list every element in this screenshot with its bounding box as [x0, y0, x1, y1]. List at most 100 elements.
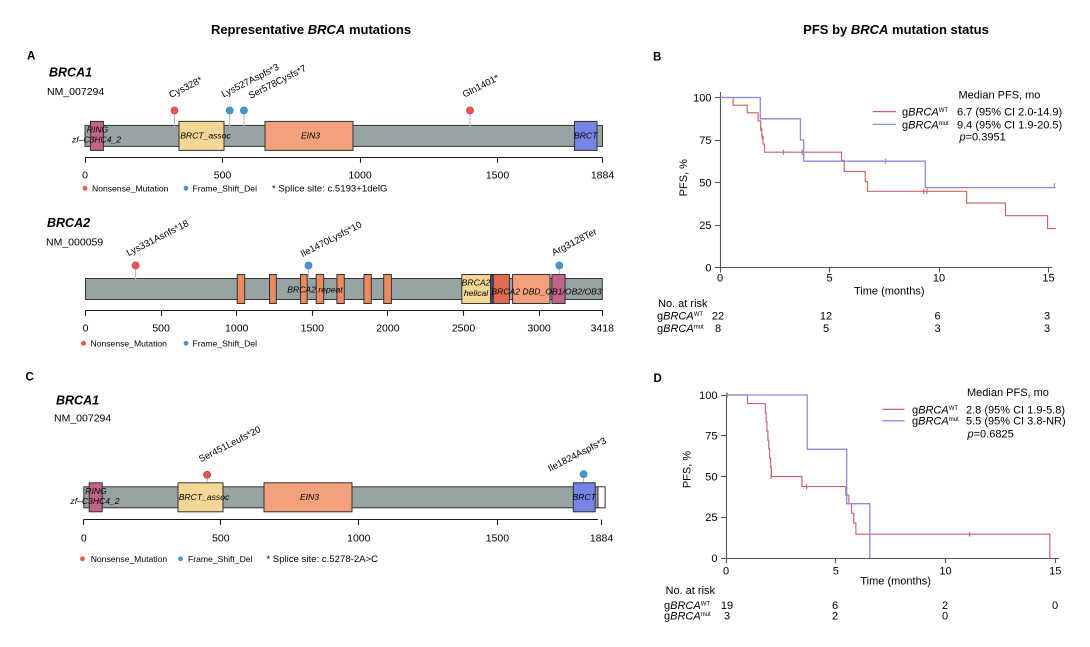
svg-text:5: 5 — [823, 323, 829, 335]
svg-text:3: 3 — [934, 323, 940, 335]
svg-text:Frame_Shift_Del: Frame_Shift_Del — [188, 554, 253, 564]
svg-text:RING: RING — [85, 486, 107, 496]
svg-text:Nonsense_Mutation: Nonsense_Mutation — [92, 183, 169, 193]
svg-text:A: A — [27, 51, 35, 63]
svg-text:0: 0 — [711, 553, 717, 565]
svg-text:Nonsense_Mutation: Nonsense_Mutation — [91, 554, 168, 564]
svg-text:gBRCAWT: gBRCAWT — [664, 600, 710, 612]
svg-text:gBRCAmut: gBRCAmut — [902, 119, 949, 131]
svg-text:* Splice site: c.5193+1delG: * Splice site: c.5193+1delG — [272, 184, 387, 195]
svg-text:EIN3: EIN3 — [301, 131, 320, 141]
svg-text:3: 3 — [1044, 323, 1050, 335]
svg-text:gBRCAmut: gBRCAmut — [912, 416, 959, 428]
svg-text:100: 100 — [693, 92, 711, 104]
svg-text:2500: 2500 — [452, 323, 476, 335]
svg-text:BRCT: BRCT — [572, 492, 596, 502]
svg-text:6: 6 — [934, 311, 940, 323]
svg-text:No. at risk: No. at risk — [666, 585, 716, 597]
svg-text:500: 500 — [214, 170, 232, 182]
svg-text:helical: helical — [464, 288, 489, 298]
svg-text:gBRCAmut: gBRCAmut — [657, 323, 704, 335]
svg-text:22: 22 — [712, 311, 724, 323]
svg-text:3418: 3418 — [591, 323, 615, 335]
svg-text:EIN3: EIN3 — [300, 492, 319, 502]
svg-text:Time (months): Time (months) — [854, 286, 925, 298]
svg-text:50: 50 — [705, 471, 717, 483]
svg-text:0: 0 — [1052, 600, 1058, 612]
svg-text:3: 3 — [724, 611, 730, 623]
svg-text:RING: RING — [87, 125, 109, 135]
svg-text:Time (months): Time (months) — [860, 575, 931, 587]
svg-text:1500: 1500 — [486, 533, 510, 545]
svg-text:25: 25 — [705, 512, 717, 524]
svg-text:BRCA1: BRCA1 — [49, 66, 92, 80]
svg-text:Nonsense_Mutation: Nonsense_Mutation — [91, 338, 168, 348]
svg-text:0: 0 — [717, 273, 723, 285]
svg-text:0: 0 — [705, 262, 711, 274]
svg-text:C: C — [26, 372, 34, 384]
svg-text:0: 0 — [82, 170, 88, 182]
svg-text:15: 15 — [1049, 566, 1061, 578]
svg-text:25: 25 — [699, 220, 711, 232]
svg-text:500: 500 — [152, 323, 170, 335]
svg-text:8: 8 — [715, 323, 721, 335]
svg-text:5: 5 — [833, 566, 839, 578]
svg-text:* Splice site: c.5278-2A>C: * Splice site: c.5278-2A>C — [266, 554, 378, 565]
svg-text:gBRCAWT: gBRCAWT — [902, 107, 948, 119]
svg-text:Representative BRCA mutations: Representative BRCA mutations — [211, 22, 411, 37]
svg-text:BRCA1: BRCA1 — [56, 394, 99, 408]
svg-text:12: 12 — [820, 311, 832, 323]
svg-text:15: 15 — [1042, 273, 1054, 285]
svg-text:1500: 1500 — [301, 323, 325, 335]
svg-text:1500: 1500 — [486, 170, 510, 182]
svg-text:BRCA2 DBD_OB1/OB2/OB3: BRCA2 DBD_OB1/OB2/OB3 — [491, 287, 602, 297]
svg-text:3: 3 — [1044, 311, 1050, 323]
svg-text:2: 2 — [942, 600, 948, 612]
svg-text:PFS by BRCA mutation status: PFS by BRCA mutation status — [803, 22, 989, 37]
svg-text:19: 19 — [721, 600, 733, 612]
svg-text:p=0.3951: p=0.3951 — [959, 132, 1006, 144]
svg-text:0: 0 — [942, 611, 948, 623]
svg-text:NM_007294: NM_007294 — [54, 413, 111, 425]
svg-text:5: 5 — [826, 273, 832, 285]
svg-text:BRCT_assoc: BRCT_assoc — [180, 131, 231, 141]
svg-text:0: 0 — [81, 533, 87, 545]
svg-text:BRCA2: BRCA2 — [462, 278, 491, 288]
svg-text:2000: 2000 — [376, 323, 400, 335]
svg-text:0: 0 — [83, 323, 89, 335]
svg-text:NM_000059: NM_000059 — [46, 237, 103, 249]
svg-text:1884: 1884 — [590, 533, 614, 545]
svg-text:PFS, %: PFS, % — [682, 451, 694, 489]
svg-text:BRCA2 repeat: BRCA2 repeat — [287, 285, 343, 295]
svg-text:5.5 (95% CI 3.8-NR): 5.5 (95% CI 3.8-NR) — [966, 416, 1066, 428]
svg-text:500: 500 — [212, 533, 230, 545]
svg-text:2: 2 — [832, 611, 838, 623]
svg-text:zf–C3HC4_2: zf–C3HC4_2 — [71, 135, 121, 145]
svg-text:p=0.6825: p=0.6825 — [967, 428, 1014, 440]
svg-text:10: 10 — [939, 566, 951, 578]
svg-text:6: 6 — [832, 600, 838, 612]
svg-text:Median PFS, mo: Median PFS, mo — [967, 387, 1049, 399]
svg-text:gBRCAWT: gBRCAWT — [912, 404, 958, 416]
svg-text:10: 10 — [933, 273, 945, 285]
svg-text:1000: 1000 — [347, 533, 371, 545]
svg-text:2.8 (95% CI 1.9-5.8): 2.8 (95% CI 1.9-5.8) — [966, 404, 1065, 416]
svg-text:100: 100 — [699, 390, 717, 402]
svg-text:BRCA2: BRCA2 — [47, 216, 90, 230]
svg-text:9.4 (95% CI 1.9-20.5): 9.4 (95% CI 1.9-20.5) — [957, 119, 1062, 131]
svg-text:Frame_Shift_Del: Frame_Shift_Del — [193, 183, 258, 193]
svg-text:D: D — [654, 373, 662, 385]
svg-text:6.7 (95% CI 2.0-14.9): 6.7 (95% CI 2.0-14.9) — [957, 107, 1062, 119]
svg-text:gBRCAmut: gBRCAmut — [664, 611, 711, 623]
svg-text:No. at risk: No. at risk — [658, 298, 708, 310]
svg-text:1000: 1000 — [348, 170, 372, 182]
svg-text:BRCT_assoc: BRCT_assoc — [179, 492, 230, 502]
svg-text:Frame_Shift_Del: Frame_Shift_Del — [193, 338, 258, 348]
svg-text:PFS, %: PFS, % — [678, 159, 690, 197]
svg-text:50: 50 — [699, 177, 711, 189]
svg-text:BRCT: BRCT — [574, 131, 598, 141]
svg-text:75: 75 — [699, 135, 711, 147]
svg-text:3000: 3000 — [527, 323, 551, 335]
svg-text:Median PFS, mo: Median PFS, mo — [959, 90, 1041, 102]
svg-text:NM_007294: NM_007294 — [47, 86, 104, 98]
